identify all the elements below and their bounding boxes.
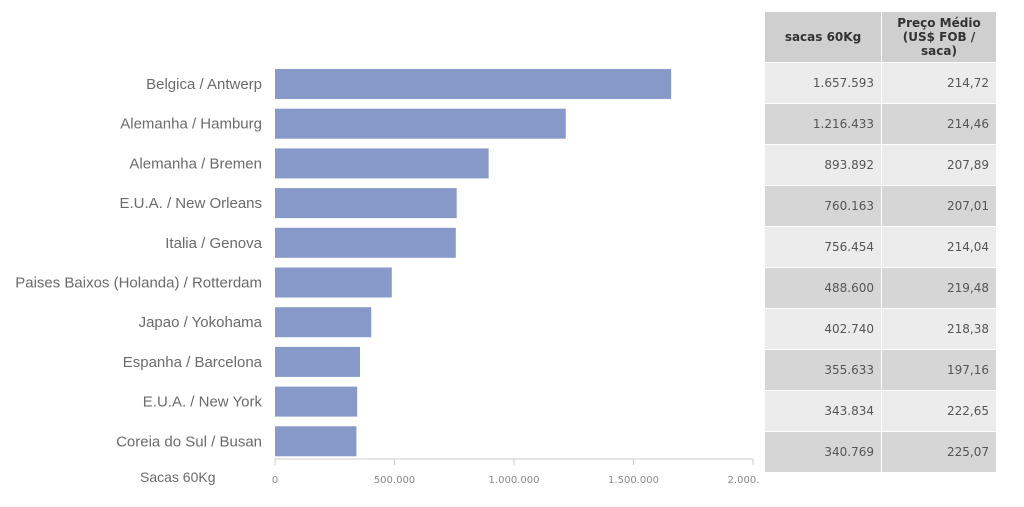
bar	[275, 307, 372, 338]
table-row: 760.163 207,01	[765, 186, 996, 226]
table-header-preco-line1: Preço Médio	[897, 16, 981, 30]
bar	[275, 148, 489, 179]
category-label: Coreia do Sul / Busan	[116, 433, 262, 450]
table-cell-preco: 207,01	[882, 186, 996, 226]
category-label: Japao / Yokohama	[139, 314, 263, 331]
category-label: Alemanha / Bremen	[129, 155, 262, 172]
table-header-preco: Preço Médio (US$ FOB / saca)	[882, 12, 996, 62]
category-label: Paises Baixos (Holanda) / Rotterdam	[15, 275, 262, 292]
table-cell-sacas: 355.633	[765, 350, 881, 390]
x-axis-ticks: 0 500.000 1.000.000 1.500.000 2.000.000	[272, 459, 760, 486]
table-cell-preco: 207,89	[882, 145, 996, 185]
category-label: E.U.A. / New Orleans	[119, 195, 262, 212]
table-row: 343.834 222,65	[765, 391, 996, 431]
table-header-preco-line2: (US$ FOB / saca)	[902, 30, 976, 58]
table-row: 340.769 225,07	[765, 432, 996, 472]
table-cell-preco: 218,38	[882, 309, 996, 349]
bar	[275, 426, 357, 457]
bar-chart: Belgica / Antwerp Alemanha / Hamburg Alema…	[15, 69, 760, 486]
category-labels: Belgica / Antwerp Alemanha / Hamburg Alema…	[15, 76, 262, 450]
table-row: 355.633 197,16	[765, 350, 996, 390]
table-cell-sacas: 488.600	[765, 268, 881, 308]
table-cell-sacas: 343.834	[765, 391, 881, 431]
table-cell-sacas: 756.454	[765, 227, 881, 267]
table-cell-sacas: 340.769	[765, 432, 881, 472]
bar	[275, 69, 672, 99]
x-tick-label: 500.000	[374, 475, 415, 486]
x-tick-label: 1.000.000	[489, 475, 540, 486]
table-header-sacas-label: sacas 60Kg	[784, 30, 862, 44]
table-cell-preco: 197,16	[882, 350, 996, 390]
x-tick-label: 2.000.000	[728, 475, 760, 486]
bar	[275, 346, 360, 377]
category-label: E.U.A. / New York	[143, 394, 263, 411]
x-tick-label: 0	[272, 475, 278, 486]
category-label: Alemanha / Hamburg	[120, 116, 262, 133]
x-tick-label: 1.500.000	[608, 475, 659, 486]
table-cell-preco: 214,04	[882, 227, 996, 267]
table-row: 756.454 214,04	[765, 227, 996, 267]
category-label: Espanha / Barcelona	[123, 354, 263, 371]
table-cell-preco: 225,07	[882, 432, 996, 472]
bar	[275, 188, 457, 219]
table-row: 893.892 207,89	[765, 145, 996, 185]
table-cell-sacas: 1.657.593	[765, 63, 881, 103]
data-table: sacas 60Kg Preço Médio (US$ FOB / saca) …	[765, 12, 996, 473]
table-cell-sacas: 402.740	[765, 309, 881, 349]
table-cell-preco: 219,48	[882, 268, 996, 308]
category-label: Belgica / Antwerp	[146, 76, 262, 93]
x-axis-title: Sacas 60Kg	[140, 469, 216, 485]
table-cell-preco: 214,72	[882, 63, 996, 103]
table-cell-sacas: 1.216.433	[765, 104, 881, 144]
bar	[275, 267, 392, 298]
table-header-sacas: sacas 60Kg	[765, 12, 881, 62]
table-cell-sacas: 760.163	[765, 186, 881, 226]
table-row: 402.740 218,38	[765, 309, 996, 349]
table-body: 1.657.593 214,72 1.216.433 214,46 893.892 207…	[765, 63, 996, 472]
table-row: 488.600 219,48	[765, 268, 996, 308]
table-row: 1.657.593 214,72	[765, 63, 996, 103]
category-label: Italia / Genova	[165, 235, 262, 252]
table-cell-preco: 214,46	[882, 104, 996, 144]
table-row: 1.216.433 214,46	[765, 104, 996, 144]
bar	[275, 227, 456, 258]
table-cell-sacas: 893.892	[765, 145, 881, 185]
bar	[275, 386, 358, 417]
bar	[275, 108, 566, 139]
table-cell-preco: 222,65	[882, 391, 996, 431]
table-header-row: sacas 60Kg Preço Médio (US$ FOB / saca)	[765, 12, 996, 62]
bars-group	[275, 69, 672, 457]
